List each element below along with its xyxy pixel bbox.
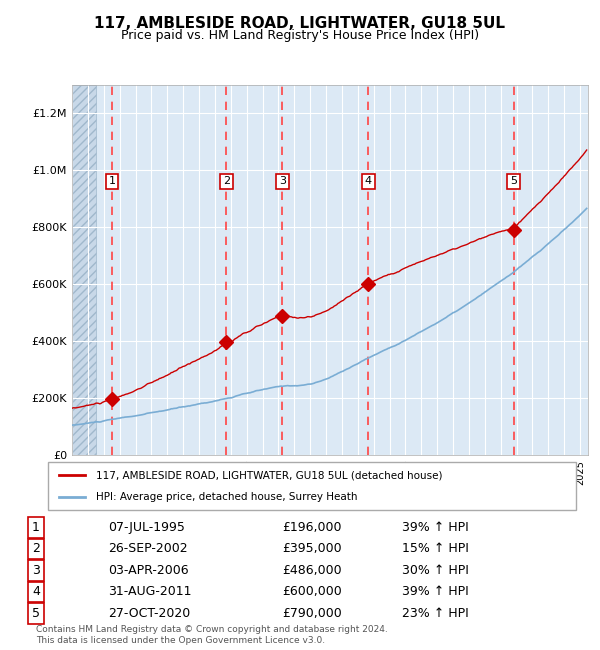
Text: 03-APR-2006: 03-APR-2006 — [108, 564, 188, 577]
Text: £790,000: £790,000 — [282, 607, 342, 620]
Text: 39% ↑ HPI: 39% ↑ HPI — [402, 586, 469, 598]
Text: 39% ↑ HPI: 39% ↑ HPI — [402, 521, 469, 534]
Text: 23% ↑ HPI: 23% ↑ HPI — [402, 607, 469, 620]
Text: 5: 5 — [32, 607, 40, 620]
Text: Price paid vs. HM Land Registry's House Price Index (HPI): Price paid vs. HM Land Registry's House … — [121, 29, 479, 42]
Text: Contains HM Land Registry data © Crown copyright and database right 2024.
This d: Contains HM Land Registry data © Crown c… — [36, 625, 388, 645]
Text: 4: 4 — [365, 176, 372, 187]
Text: 2: 2 — [223, 176, 230, 187]
Text: 31-AUG-2011: 31-AUG-2011 — [108, 586, 191, 598]
Text: £600,000: £600,000 — [282, 586, 342, 598]
Text: 3: 3 — [279, 176, 286, 187]
Text: 117, AMBLESIDE ROAD, LIGHTWATER, GU18 5UL: 117, AMBLESIDE ROAD, LIGHTWATER, GU18 5U… — [95, 16, 505, 31]
Text: 07-JUL-1995: 07-JUL-1995 — [108, 521, 185, 534]
Text: 2: 2 — [32, 542, 40, 555]
Text: 1: 1 — [32, 521, 40, 534]
Text: 30% ↑ HPI: 30% ↑ HPI — [402, 564, 469, 577]
Bar — [72, 84, 96, 455]
Text: 15% ↑ HPI: 15% ↑ HPI — [402, 542, 469, 555]
FancyBboxPatch shape — [48, 462, 576, 510]
Text: £196,000: £196,000 — [282, 521, 341, 534]
Text: 117, AMBLESIDE ROAD, LIGHTWATER, GU18 5UL (detached house): 117, AMBLESIDE ROAD, LIGHTWATER, GU18 5U… — [95, 470, 442, 480]
Text: £395,000: £395,000 — [282, 542, 341, 555]
Text: £486,000: £486,000 — [282, 564, 341, 577]
Text: 4: 4 — [32, 586, 40, 598]
Text: HPI: Average price, detached house, Surrey Heath: HPI: Average price, detached house, Surr… — [95, 491, 357, 502]
Text: 5: 5 — [510, 176, 517, 187]
Text: 27-OCT-2020: 27-OCT-2020 — [108, 607, 190, 620]
Text: 1: 1 — [109, 176, 116, 187]
Text: 3: 3 — [32, 564, 40, 577]
Text: 26-SEP-2002: 26-SEP-2002 — [108, 542, 188, 555]
